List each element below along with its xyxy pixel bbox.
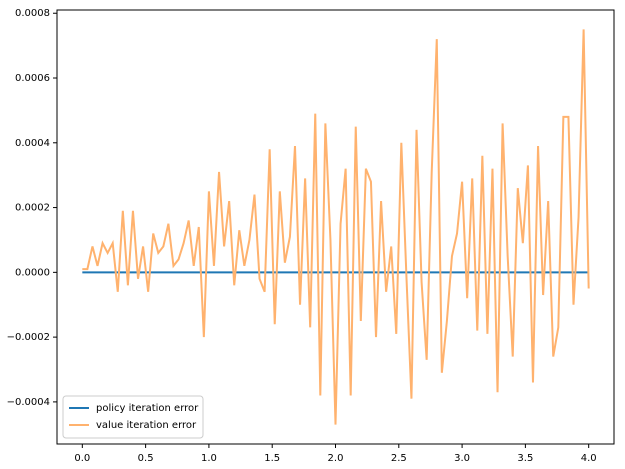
plot-area bbox=[57, 10, 614, 444]
x-tick-label: 2.0 bbox=[328, 453, 344, 464]
y-tick-label: 0.0008 bbox=[15, 8, 50, 19]
axes-frame bbox=[56, 9, 615, 445]
x-tick-label: 1.5 bbox=[264, 453, 280, 464]
series-line bbox=[82, 29, 590, 425]
x-tick-label: 3.5 bbox=[517, 453, 533, 464]
y-tick-label: −0.0002 bbox=[7, 332, 50, 343]
legend-box bbox=[62, 395, 204, 439]
x-tick-label: 1.0 bbox=[201, 453, 217, 464]
legend: policy iteration error value iteration er… bbox=[62, 395, 204, 439]
x-tick-label: 0.5 bbox=[138, 453, 154, 464]
x-tick-label: 4.0 bbox=[581, 453, 597, 464]
x-tick-label: 0.0 bbox=[74, 453, 90, 464]
y-tick-label: −0.0004 bbox=[7, 397, 50, 408]
x-tick-label: 2.5 bbox=[391, 453, 407, 464]
legend-label: policy iteration error bbox=[96, 403, 199, 414]
y-tick-label: 0.0002 bbox=[15, 203, 50, 214]
y-tick-label: 0.0006 bbox=[15, 73, 50, 84]
y-tick-label: 0.0000 bbox=[15, 267, 50, 278]
x-tick-label: 3.0 bbox=[454, 453, 470, 464]
legend-label: value iteration error bbox=[96, 420, 197, 431]
y-tick-label: 0.0004 bbox=[15, 138, 50, 149]
